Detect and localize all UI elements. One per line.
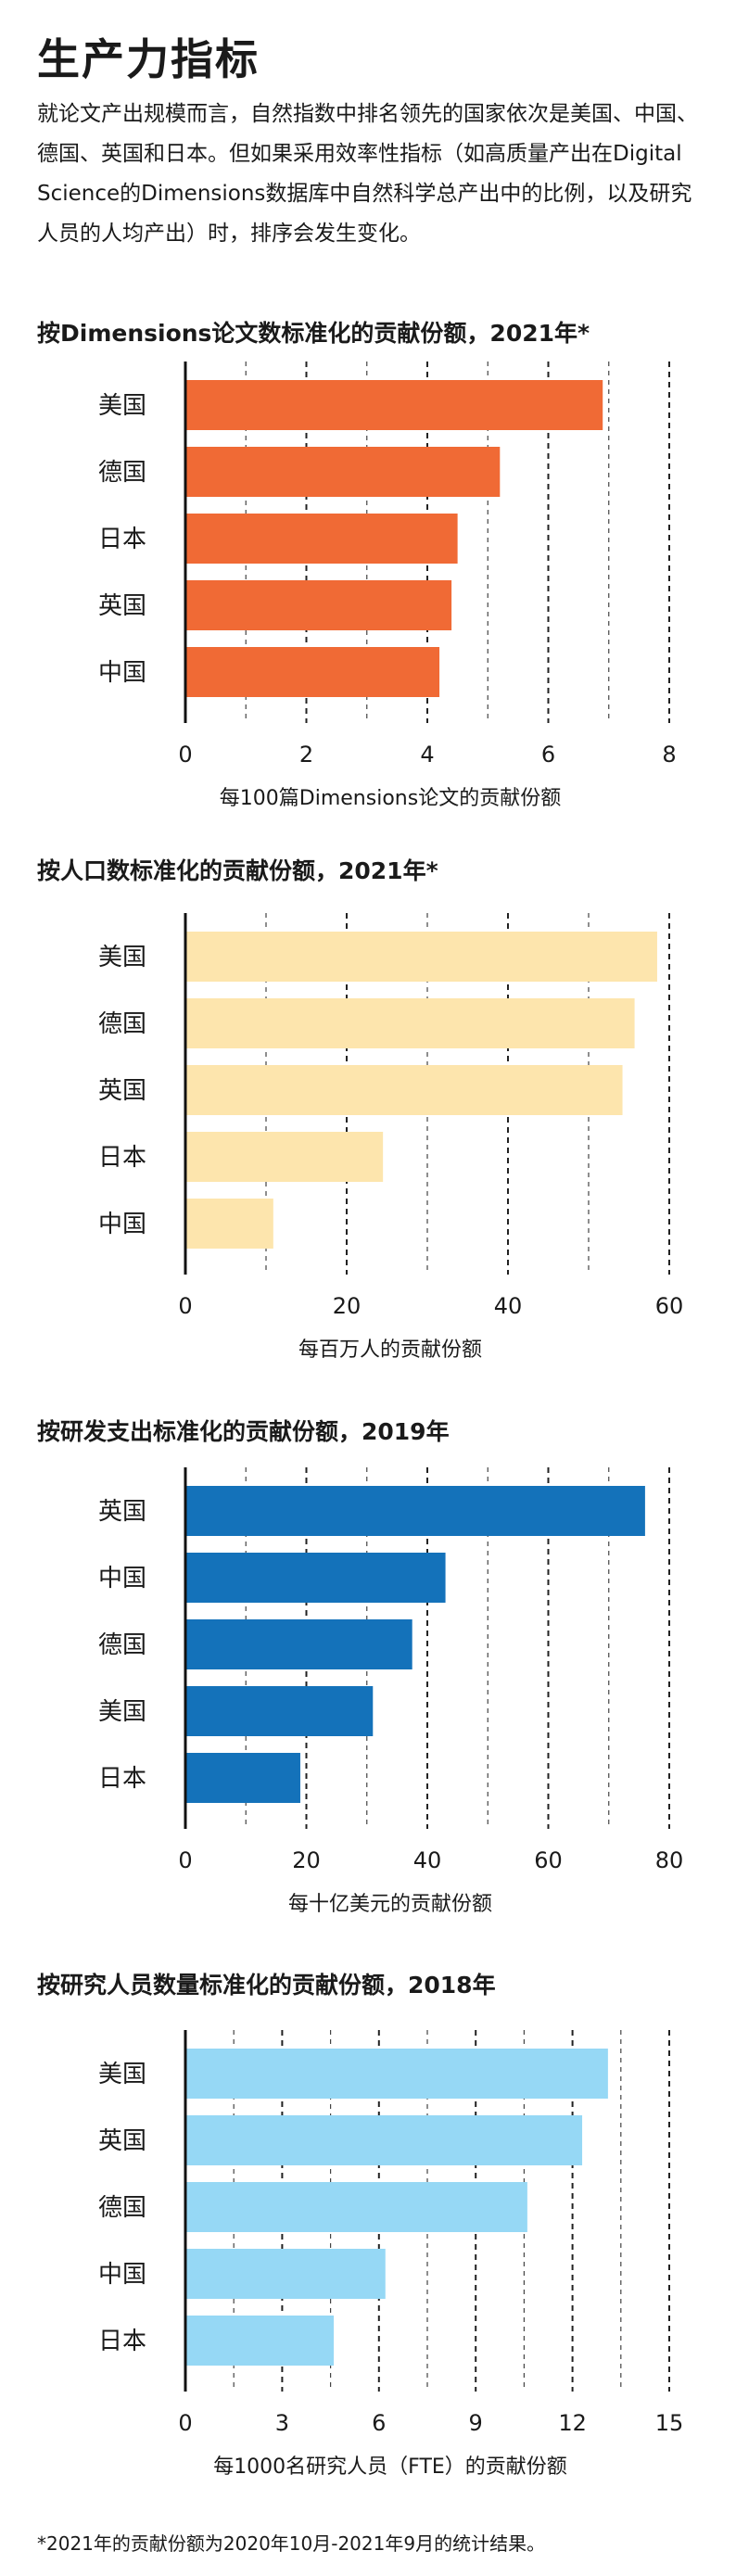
x-tick-label: 0 bbox=[178, 1847, 192, 1873]
category-label: 美国 bbox=[98, 392, 146, 420]
x-tick-label: 0 bbox=[178, 742, 192, 768]
x-tick-label: 3 bbox=[275, 2410, 289, 2436]
bar bbox=[185, 380, 603, 430]
bar bbox=[185, 2182, 527, 2232]
category-label: 日本 bbox=[98, 526, 146, 553]
category-label: 中国 bbox=[98, 2261, 146, 2289]
bar bbox=[185, 998, 635, 1048]
category-label: 英国 bbox=[98, 592, 146, 620]
x-tick-label: 0 bbox=[178, 1293, 192, 1319]
bar bbox=[185, 1132, 384, 1182]
bar bbox=[185, 1753, 300, 1803]
category-label: 英国 bbox=[98, 1498, 146, 1526]
x-axis-label: 每100篇Dimensions论文的贡献份额 bbox=[220, 787, 561, 810]
category-label: 美国 bbox=[98, 2061, 146, 2088]
category-label: 德国 bbox=[98, 459, 146, 487]
bar bbox=[185, 1065, 623, 1115]
x-tick-label: 4 bbox=[420, 742, 434, 768]
x-axis-label: 每百万人的贡献份额 bbox=[298, 1339, 482, 1362]
x-tick-label: 80 bbox=[655, 1847, 684, 1873]
bar bbox=[185, 1199, 273, 1249]
x-tick-label: 6 bbox=[541, 742, 555, 768]
x-tick-label: 20 bbox=[333, 1293, 362, 1319]
category-label: 德国 bbox=[98, 2194, 146, 2222]
x-axis-label: 每十亿美元的贡献份额 bbox=[288, 1893, 492, 1916]
category-label: 德国 bbox=[98, 1631, 146, 1659]
category-label: 德国 bbox=[98, 1010, 146, 1038]
category-label: 英国 bbox=[98, 2127, 146, 2155]
category-label: 日本 bbox=[98, 1144, 146, 1172]
bar bbox=[185, 2049, 608, 2099]
category-label: 中国 bbox=[98, 1565, 146, 1593]
bar bbox=[185, 1486, 645, 1536]
intro-paragraph: 就论文产出规模而言，自然指数中排名领先的国家依次是美国、中国、德国、英国和日本。… bbox=[37, 102, 698, 246]
x-tick-label: 0 bbox=[178, 2410, 192, 2436]
category-label: 美国 bbox=[98, 944, 146, 971]
bar bbox=[185, 2115, 583, 2165]
bar bbox=[185, 1686, 374, 1736]
x-axis-label: 每1000名研究人员（FTE）的贡献份额 bbox=[213, 2455, 567, 2479]
x-tick-label: 60 bbox=[534, 1847, 563, 1873]
x-tick-label: 15 bbox=[655, 2410, 684, 2436]
x-tick-label: 12 bbox=[558, 2410, 587, 2436]
x-tick-label: 60 bbox=[655, 1293, 684, 1319]
chart-4-title: 按研究人员数量标准化的贡献份额，2018年 bbox=[37, 1972, 496, 1999]
bar bbox=[185, 2316, 335, 2366]
bar bbox=[185, 580, 452, 630]
page-title: 生产力指标 bbox=[37, 34, 260, 84]
x-tick-label: 8 bbox=[662, 742, 676, 768]
footnote: *2021年的贡献份额为2020年10月-2021年9月的统计结果。 bbox=[37, 2532, 546, 2555]
category-label: 美国 bbox=[98, 1698, 146, 1726]
bar bbox=[185, 2249, 386, 2299]
x-tick-label: 40 bbox=[413, 1847, 442, 1873]
bar bbox=[185, 514, 458, 564]
bar bbox=[185, 447, 501, 497]
category-label: 日本 bbox=[98, 1765, 146, 1793]
category-label: 中国 bbox=[98, 659, 146, 687]
category-label: 英国 bbox=[98, 1077, 146, 1105]
x-tick-label: 6 bbox=[372, 2410, 386, 2436]
chart-1-title: 按Dimensions论文数标准化的贡献份额，2021年* bbox=[37, 320, 590, 347]
x-tick-label: 9 bbox=[469, 2410, 483, 2436]
bar bbox=[185, 932, 657, 982]
x-tick-label: 2 bbox=[299, 742, 313, 768]
bar bbox=[185, 1619, 412, 1669]
bar bbox=[185, 1553, 446, 1603]
category-label: 中国 bbox=[98, 1211, 146, 1238]
chart-2-title: 按人口数标准化的贡献份额，2021年* bbox=[37, 857, 438, 884]
x-tick-label: 40 bbox=[494, 1293, 523, 1319]
chart-3-title: 按研发支出标准化的贡献份额，2019年 bbox=[37, 1418, 450, 1445]
bar bbox=[185, 647, 440, 697]
category-label: 日本 bbox=[98, 2328, 146, 2355]
x-tick-label: 20 bbox=[292, 1847, 321, 1873]
